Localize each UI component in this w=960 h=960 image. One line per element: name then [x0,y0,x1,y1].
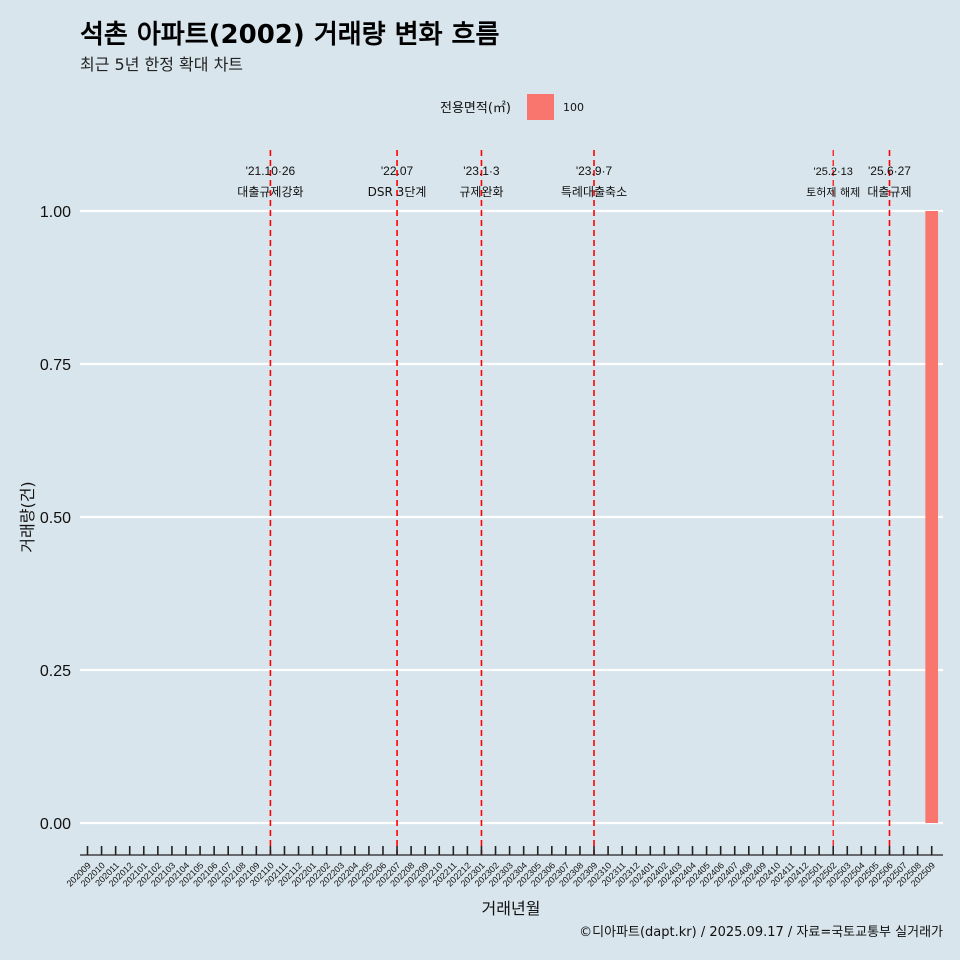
legend-title: 전용면적(㎡) [440,101,511,116]
annotation-label: 특례대출축소 [561,185,627,199]
y-tick-label: 0.00 [40,816,71,833]
y-axis-title: 거래량(건) [18,481,37,552]
y-tick-label: 0.25 [40,663,71,680]
gridlines [80,209,943,825]
annotation-label: 대출규제 [867,185,911,199]
bar [925,211,939,823]
annotation-date: '25.2·13 [813,166,852,178]
annotations: '21.10·26 대출규제강화 '22.07 DSR 3단계 '23.1·3 규제완화 '… [237,150,912,855]
legend-swatch [527,94,554,120]
caption: ©디아파트(dapt.kr) / 2025.09.17 / 자료=국토교통부 실… [579,925,943,940]
y-tick-labels: 0.00 0.25 0.50 0.75 1.00 [40,204,71,833]
annotation-date: '23.9·7 [576,164,613,178]
y-tick-label: 1.00 [40,204,71,221]
chart-title: 석촌 아파트(2002) 거래량 변화 흐름 [80,20,499,50]
legend-label: 100 [563,101,584,114]
annotation-label: 규제완화 [459,185,503,199]
bars [925,211,939,823]
annotation-label: DSR 3단계 [368,185,427,199]
annotation-label: 토허제 해제 [806,185,860,199]
legend: 전용면적(㎡) 100 [440,94,584,120]
annotation-date: '21.10·26 [246,164,296,178]
annotation-date: '25.6·27 [868,164,911,178]
y-tick-label: 0.50 [40,510,71,527]
annotation-date: '23.1·3 [463,164,500,178]
annotation-date: '22.07 [381,164,414,178]
chart-subtitle: 최근 5년 한정 확대 차트 [80,55,243,74]
annotation-label: 대출규제강화 [237,185,303,199]
x-axis-title: 거래년월 [482,899,541,918]
y-tick-label: 0.75 [40,357,71,374]
